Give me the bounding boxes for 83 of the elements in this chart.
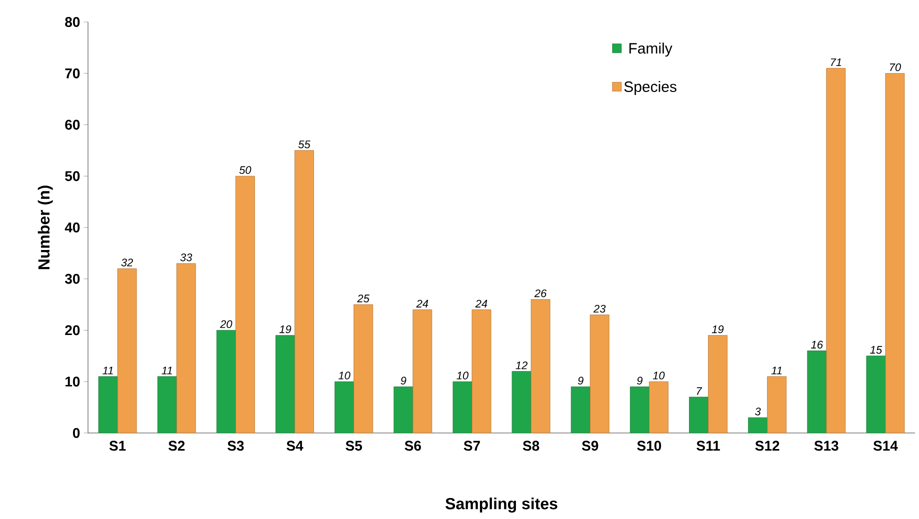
data-label: 9 [400,376,406,385]
y-tick-label: 60 [65,120,80,130]
bar [98,376,118,433]
bar [394,386,414,433]
bar [708,335,728,433]
bar [412,309,432,433]
bar [216,330,236,433]
data-label: 16 [811,340,824,349]
data-label: 12 [516,361,528,370]
x-tick-label: S14 [873,440,898,451]
bar [826,68,846,433]
bar [590,314,610,433]
data-label: 23 [593,304,606,313]
data-label: 19 [712,325,724,334]
y-tick-label: 20 [65,325,80,336]
data-label: 33 [180,253,192,262]
data-label: 20 [220,320,232,328]
bar [334,381,354,433]
data-label: 19 [279,325,292,334]
bar [866,356,886,433]
data-label: 24 [475,300,488,308]
data-label: 70 [890,63,901,72]
bar [176,263,196,433]
bar [570,386,590,433]
bar [807,350,827,433]
data-label: 10 [338,372,350,380]
y-tick-label: 50 [65,171,80,182]
y-tick-label: 70 [65,68,80,78]
y-tick-label: 0 [72,428,80,438]
data-label: 71 [830,58,842,66]
y-tick-label: 30 [64,274,80,284]
x-tick-label: S13 [814,440,838,451]
x-tick-label: S4 [286,440,304,451]
y-tick-label: 80 [65,17,80,27]
bar [157,376,177,433]
y-axis-title: Number (n) [38,186,53,270]
x-tick-label: S9 [582,440,598,451]
y-tick-label: 10 [66,376,80,387]
data-label: 9 [636,376,642,385]
bar [530,299,550,433]
data-label: 10 [456,372,468,380]
x-tick-label: S12 [755,440,780,451]
x-tick-label: S1 [109,440,126,451]
bar [512,371,532,433]
data-label: 7 [696,387,702,395]
bar [294,150,314,433]
bar [689,396,708,433]
bar [767,376,787,433]
bar [117,268,137,433]
x-tick-label: S6 [404,440,421,451]
data-label: 10 [652,372,665,380]
bar [748,417,768,433]
legend-label: Family [629,42,672,57]
bar [648,381,668,433]
x-tick-label: S10 [637,440,662,451]
data-label: 26 [534,289,547,298]
x-tick-label: S8 [522,440,540,451]
data-label: 25 [357,294,370,302]
bar [630,386,650,433]
y-tick-label: 40 [64,222,80,232]
bar [452,381,472,433]
data-label: 9 [578,376,584,385]
bar [235,176,255,433]
x-tick-label: S7 [464,440,480,451]
x-tick-label: S3 [228,440,244,451]
x-tick-label: S2 [168,440,185,451]
data-label: 50 [239,166,252,174]
data-label: 11 [102,366,113,374]
data-label: 3 [755,408,761,416]
legend-label: Species [624,81,676,95]
bar [354,304,374,433]
data-label: 24 [416,300,428,308]
data-label: 11 [162,366,172,374]
bar [276,335,295,433]
data-label: 11 [771,366,782,374]
data-label: 32 [121,258,133,266]
bar [472,309,492,433]
x-axis-title: Sampling sites [445,498,558,513]
x-tick-label: S11 [696,440,720,451]
bar [885,73,905,433]
data-label: 55 [298,140,310,148]
data-label: 15 [870,346,882,354]
x-tick-label: S5 [346,440,362,451]
